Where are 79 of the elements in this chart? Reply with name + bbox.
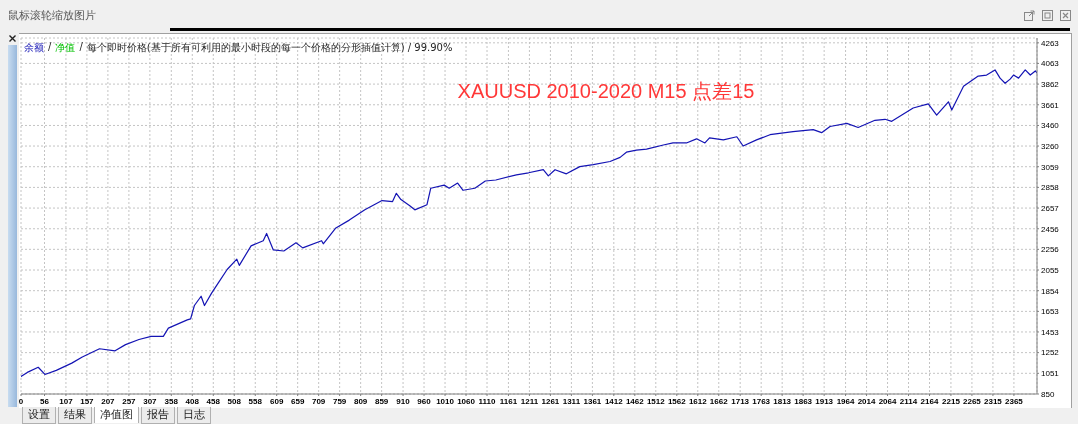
x-tick-label: 1964: [836, 396, 855, 406]
y-tick-label: 3460: [1041, 121, 1060, 131]
x-tick-label: 709: [311, 396, 326, 406]
y-tick-label: 1854: [1041, 286, 1060, 296]
annotation: /: [48, 41, 52, 54]
x-tick-label: 1060: [457, 396, 476, 406]
text: /: [79, 41, 83, 52]
x-tick-label: 1261: [541, 396, 560, 406]
y-tick-label: 1051: [1041, 369, 1060, 379]
y-tick-label: 3260: [1041, 141, 1060, 151]
x-tick-label: 2215: [942, 396, 961, 406]
x-tick-label: 157: [80, 396, 95, 406]
x-tick-label: 1612: [688, 396, 708, 406]
annotation: 每个即时价格(基于所有可利用的最小时段的每一个价格的分形插值计算) / 99.90%: [86, 41, 453, 55]
x-tick-label: 107: [59, 396, 74, 406]
y-tick-label: 850: [1041, 389, 1055, 399]
x-tick-label: 1662: [709, 396, 729, 406]
x-tick-label: 1713: [731, 396, 750, 406]
x-tick-label: 1361: [583, 396, 602, 406]
x-tick-label: 1512: [646, 396, 666, 406]
tab: 报告: [141, 407, 175, 424]
x-tick-label: 859: [374, 396, 389, 406]
y-tick-label: 2858: [1041, 183, 1060, 193]
x-tick-label: 1211: [520, 396, 539, 406]
x-tick-label: 659: [290, 396, 305, 406]
y-tick-label: 2256: [1041, 245, 1060, 255]
text: 余额: [24, 41, 44, 55]
x-tick-label: 960: [417, 396, 432, 406]
x-tick-label: 1913: [815, 396, 834, 406]
tab: 日志: [177, 407, 211, 424]
x-tick-label: 1311: [562, 396, 581, 406]
x-tick-label: 1010: [436, 396, 455, 406]
y-tick-label: 3661: [1041, 100, 1060, 110]
tab: 设置: [22, 407, 56, 424]
x-tick-label: 1412: [604, 396, 624, 406]
legend-label: 净值: [55, 41, 76, 55]
x-tick-label: 2114: [899, 396, 918, 406]
y-tick-label: 1252: [1041, 348, 1060, 358]
x-tick-label: 1110: [478, 396, 497, 406]
y-tick-label: 2657: [1041, 203, 1060, 213]
x-tick-label: 2014: [857, 396, 876, 406]
tab: 结果: [58, 407, 92, 424]
y-tick-label: 1453: [1041, 327, 1060, 337]
x-tick-label: 2265: [963, 396, 982, 406]
y-tick-label: 4263: [1041, 38, 1060, 48]
x-tick-label: 759: [332, 396, 347, 406]
x-tick-label: 910: [396, 396, 411, 406]
x-tick-label: 257: [122, 396, 137, 406]
text: XAUUSD 2010-2020 M15 点差15: [457, 80, 755, 102]
tab: 净值图: [94, 407, 139, 423]
x-tick-label: 2164: [920, 396, 939, 406]
x-tick-label: 307: [143, 396, 158, 406]
y-tick-label: 2456: [1041, 224, 1060, 234]
x-tick-label: 458: [206, 396, 221, 406]
x-tick-label: 1562: [667, 396, 687, 406]
line-series: [21, 69, 1037, 378]
x-tick-label: 1813: [773, 396, 792, 406]
x-tick-label: 558: [248, 396, 263, 406]
y-tick-label: 3059: [1041, 162, 1060, 172]
text: 鼠标滚轮缩放图片: [8, 8, 96, 23]
x-tick-label: 1863: [794, 396, 813, 406]
x-tick-label: 408: [185, 396, 200, 406]
y-tick-label: 1653: [1041, 307, 1060, 317]
x-tick-label: 1161: [499, 396, 518, 406]
x-tick-label: 2064: [878, 396, 897, 406]
x-tick-label: 207: [101, 396, 116, 406]
y-tick-label: 2055: [1041, 265, 1060, 275]
x-tick-label: 809: [353, 396, 368, 406]
x-tick-label: 1763: [752, 396, 771, 406]
y-tick-label: 4063: [1041, 59, 1060, 69]
x-tick-label: 358: [164, 396, 179, 406]
x-tick-label: 609: [270, 396, 284, 406]
x-tick-label: 56: [40, 396, 50, 406]
x-tick-label: 1462: [625, 396, 645, 406]
x-tick-label: 0: [18, 396, 24, 406]
y-tick-label: 3862: [1041, 79, 1060, 89]
x-tick-label: 2315: [984, 396, 1003, 406]
x-tick-label: 508: [227, 396, 242, 406]
x-tick-label: 2365: [1005, 396, 1024, 406]
